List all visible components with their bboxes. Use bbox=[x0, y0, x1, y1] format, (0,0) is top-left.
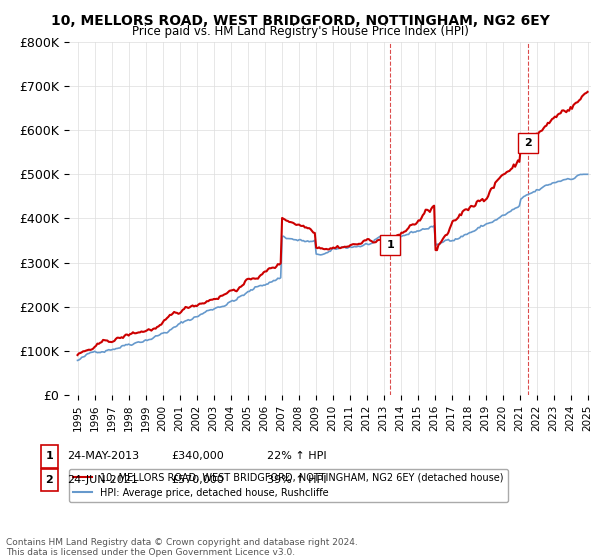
Text: 24-JUN-2021: 24-JUN-2021 bbox=[67, 475, 138, 485]
Text: 2: 2 bbox=[46, 475, 53, 485]
Text: 24-MAY-2013: 24-MAY-2013 bbox=[67, 451, 139, 461]
Text: 39% ↑ HPI: 39% ↑ HPI bbox=[267, 475, 326, 485]
Text: £340,000: £340,000 bbox=[171, 451, 224, 461]
Text: 2: 2 bbox=[524, 138, 532, 148]
Text: 22% ↑ HPI: 22% ↑ HPI bbox=[267, 451, 326, 461]
Text: 1: 1 bbox=[46, 451, 53, 461]
Text: 1: 1 bbox=[386, 240, 394, 250]
Text: Price paid vs. HM Land Registry's House Price Index (HPI): Price paid vs. HM Land Registry's House … bbox=[131, 25, 469, 38]
Text: £570,000: £570,000 bbox=[171, 475, 224, 485]
Legend: 10, MELLORS ROAD, WEST BRIDGFORD, NOTTINGHAM, NG2 6EY (detached house), HPI: Ave: 10, MELLORS ROAD, WEST BRIDGFORD, NOTTIN… bbox=[69, 469, 508, 502]
Text: Contains HM Land Registry data © Crown copyright and database right 2024.
This d: Contains HM Land Registry data © Crown c… bbox=[6, 538, 358, 557]
Text: 10, MELLORS ROAD, WEST BRIDGFORD, NOTTINGHAM, NG2 6EY: 10, MELLORS ROAD, WEST BRIDGFORD, NOTTIN… bbox=[50, 14, 550, 28]
